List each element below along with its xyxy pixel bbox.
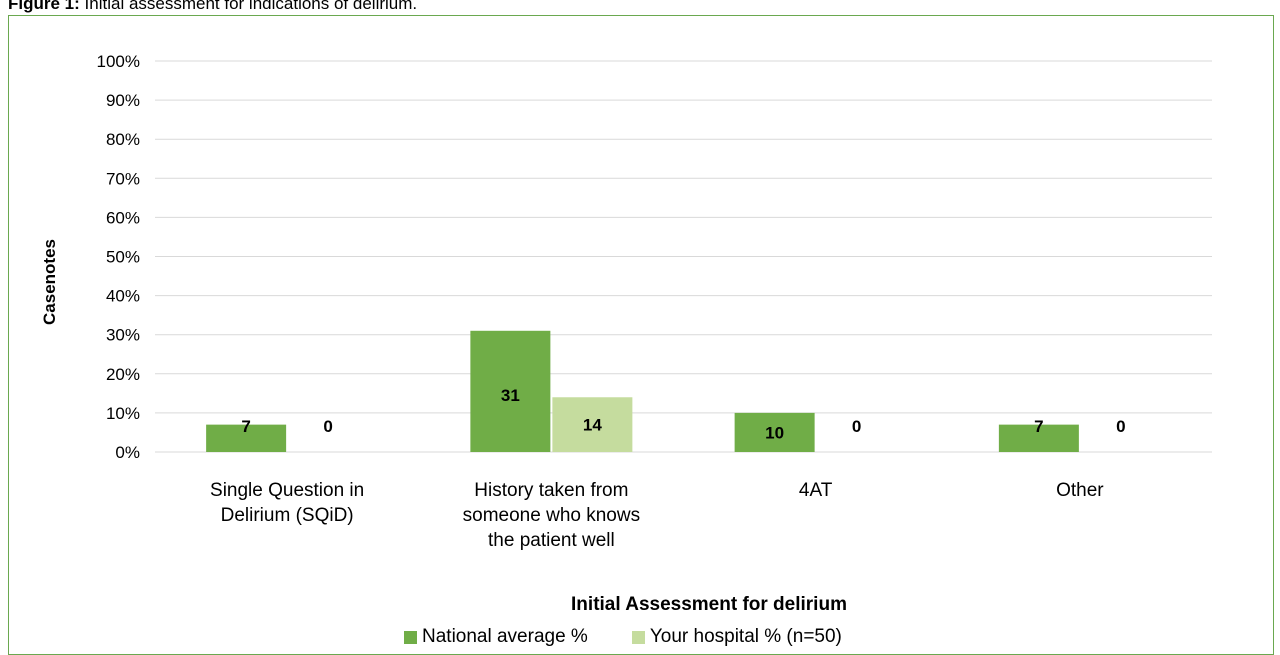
y-tick-label: 10%	[106, 404, 140, 423]
data-label: 0	[1116, 417, 1125, 436]
x-axis-title: Initial Assessment for delirium	[571, 594, 847, 615]
x-tick-label: someone who knows	[463, 505, 640, 526]
data-label: 0	[852, 417, 861, 436]
legend-item-national: National average %	[404, 626, 588, 648]
y-tick-label: 80%	[106, 130, 140, 149]
figure-caption-text: Initial assessment for indications of de…	[84, 0, 418, 13]
x-tick-label: Single Question in	[210, 480, 364, 501]
bars	[206, 330, 1079, 452]
x-tick-label: History taken from	[474, 480, 628, 501]
bar-national	[734, 412, 815, 452]
x-tick-labels: Single Question in Delirium (SQiD) History…	[210, 480, 1104, 551]
legend: National average % Your hospital % (n=50…	[404, 626, 886, 648]
bar-national	[470, 330, 551, 452]
bar-hospital	[552, 397, 633, 452]
legend-swatch-hospital	[631, 630, 645, 644]
x-tick-label: 4AT	[799, 480, 833, 501]
figure-label: Figure 1:	[8, 0, 80, 13]
y-tick-label: 100%	[97, 52, 140, 71]
legend-label-national: National average %	[422, 626, 588, 647]
legend-label-hospital: Your hospital % (n=50)	[649, 626, 842, 647]
y-tick-label: 40%	[106, 287, 140, 306]
y-tick-label: 20%	[106, 365, 140, 384]
y-tick-label: 90%	[106, 91, 140, 110]
bar-national	[998, 424, 1079, 452]
data-label: 7	[1034, 417, 1043, 436]
x-tick-label: Delirium (SQiD)	[221, 505, 354, 526]
y-axis-title: Casenotes	[40, 239, 59, 325]
x-tick-label: Other	[1056, 480, 1104, 501]
y-tick-label: 50%	[106, 248, 140, 267]
legend-swatch-national	[404, 630, 417, 644]
bar-national	[206, 424, 287, 452]
figure-caption: Figure 1: Initial assessment for indicat…	[8, 0, 417, 14]
data-label: 7	[241, 417, 250, 436]
y-tick-label: 0%	[115, 443, 140, 462]
data-label: 10	[765, 423, 784, 442]
data-labels: 7 0 31 14 10 0 7 0	[241, 386, 1125, 443]
x-tick-label: the patient well	[488, 530, 615, 551]
legend-item-hospital: Your hospital % (n=50)	[631, 626, 842, 648]
data-label: 0	[323, 417, 332, 436]
y-tick-label: 60%	[106, 208, 140, 227]
y-tick-label: 30%	[106, 326, 140, 345]
data-label: 31	[501, 386, 520, 405]
y-tick-label: 70%	[106, 169, 140, 188]
y-tick-labels: 0% 10% 20% 30% 40% 50% 60% 70% 80% 90% 100%	[97, 52, 140, 462]
data-label: 14	[583, 416, 602, 435]
gridlines	[155, 60, 1212, 453]
